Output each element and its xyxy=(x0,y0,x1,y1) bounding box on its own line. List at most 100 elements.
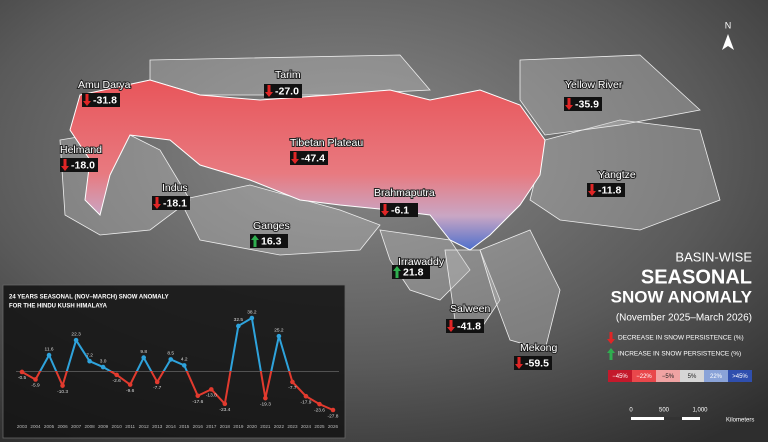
x-tick-label: 2022 xyxy=(274,424,285,429)
title-line2: SEASONAL xyxy=(641,266,752,288)
value-label: -10.3 xyxy=(57,389,68,395)
value-box xyxy=(514,356,552,370)
basin-value: -31.8 xyxy=(93,94,117,106)
value-box xyxy=(264,84,302,98)
trend-arrow xyxy=(515,357,523,369)
basin-value: -47.4 xyxy=(301,152,325,164)
north-arrow: N xyxy=(722,20,734,50)
anomaly-point xyxy=(317,401,322,407)
value-label: -2.6 xyxy=(113,378,122,384)
basin-name: Brahmaputra xyxy=(374,187,435,199)
x-tick-label: 2008 xyxy=(84,424,95,429)
anomaly-line xyxy=(21,316,334,411)
basin-area xyxy=(179,184,381,256)
value-label: -19.3 xyxy=(260,401,271,407)
basin-name: Indus xyxy=(162,182,188,194)
basin-value: -11.8 xyxy=(598,184,622,196)
north-arrow-icon xyxy=(722,34,734,50)
anomaly-point xyxy=(236,323,241,329)
color-swatch xyxy=(632,370,656,382)
x-tick-label: 2016 xyxy=(193,424,204,429)
scale-tick-label: 1,000 xyxy=(692,408,708,414)
anomaly-point xyxy=(154,379,160,385)
x-tick-label: 2020 xyxy=(247,424,258,429)
basin-value: 16.3 xyxy=(261,235,282,247)
value-label: -13.0 xyxy=(206,393,217,399)
basin-name: Tarim xyxy=(275,69,301,81)
x-tick-label: 2024 xyxy=(301,424,312,429)
anomaly-point xyxy=(330,407,336,413)
value-box xyxy=(380,203,418,217)
anomaly-point xyxy=(195,393,201,399)
basin-name: Yangtze xyxy=(598,169,636,181)
scale-unit: Kilometers xyxy=(726,418,754,424)
value-label: 4.2 xyxy=(181,357,188,363)
basin-value: -35.9 xyxy=(575,98,599,110)
trend-arrow xyxy=(83,94,91,106)
basin-name: Amu Darya xyxy=(78,79,131,91)
value-label: -0.5 xyxy=(18,375,27,381)
value-label: 7.2 xyxy=(86,352,93,358)
basin-value: 21.8 xyxy=(403,266,424,278)
anomaly-point xyxy=(303,393,309,399)
x-tick-label: 2019 xyxy=(233,424,244,429)
x-tick-label: 2006 xyxy=(57,424,68,429)
north-label: N xyxy=(725,20,732,30)
title-line1: BASIN-WISE xyxy=(675,249,752,264)
value-box xyxy=(60,158,98,172)
basin-value: -27.0 xyxy=(275,85,299,97)
color-scale-label: −22% xyxy=(636,374,652,380)
color-scale-label: 5% xyxy=(688,374,697,380)
value-box xyxy=(392,265,430,279)
value-label: -17.9 xyxy=(300,399,311,405)
color-swatch xyxy=(704,370,728,382)
legend-increase: INCREASE IN SNOW PERSISTENCE (%) xyxy=(618,351,741,358)
color-swatch xyxy=(656,370,680,382)
basin-area xyxy=(519,54,701,136)
value-label: -5.9 xyxy=(31,383,40,389)
trend-arrow xyxy=(588,184,596,196)
anomaly-point xyxy=(209,387,214,392)
x-tick-label: 2004 xyxy=(30,424,41,429)
trend-arrow xyxy=(61,159,69,171)
value-label: 22.3 xyxy=(71,331,81,337)
value-label: 25.2 xyxy=(274,327,284,333)
x-tick-label: 2021 xyxy=(260,424,271,429)
scale-bar-segment xyxy=(664,417,682,420)
x-tick-label: 2023 xyxy=(287,424,298,429)
x-tick-label: 2025 xyxy=(314,424,325,429)
anomaly-point xyxy=(127,382,133,387)
anomaly-point xyxy=(141,355,146,360)
color-scale-label: >45% xyxy=(732,374,748,380)
basin-name: Ganges xyxy=(253,220,290,232)
inset-title: 24 YEARS SEASONAL (NOV–MARCH) SNOW ANOMA… xyxy=(9,295,169,301)
value-box xyxy=(564,97,602,111)
value-label: -7.7 xyxy=(153,385,162,391)
basin-name: Mekong xyxy=(520,342,558,354)
anomaly-point xyxy=(100,364,106,370)
value-box xyxy=(290,151,328,165)
value-label: -9.6 xyxy=(126,388,135,394)
anomaly-point xyxy=(263,395,268,401)
x-tick-label: 2017 xyxy=(206,424,217,429)
anomaly-point xyxy=(290,379,295,385)
anomaly-point xyxy=(87,358,92,364)
legend-decrease: DECREASE IN SNOW PERSISTENCE (%) xyxy=(618,335,744,342)
value-box xyxy=(152,196,190,210)
trend-arrow xyxy=(607,348,615,360)
value-label: -17.6 xyxy=(192,399,203,405)
color-swatch xyxy=(728,370,752,382)
value-label: 32.5 xyxy=(234,317,244,323)
value-label: -23.4 xyxy=(219,407,230,413)
value-label: -7.7 xyxy=(288,385,297,391)
color-swatch xyxy=(608,370,632,382)
inset-title: FOR THE HINDU KUSH HIMALAYA xyxy=(9,304,108,310)
basin-name: Helmand xyxy=(60,144,102,156)
x-tick-label: 2010 xyxy=(112,424,123,429)
x-tick-label: 2015 xyxy=(179,424,190,429)
basin-name: Salween xyxy=(450,303,490,315)
trend-arrow xyxy=(393,266,401,278)
value-box xyxy=(587,183,625,197)
anomaly-point xyxy=(19,369,25,375)
